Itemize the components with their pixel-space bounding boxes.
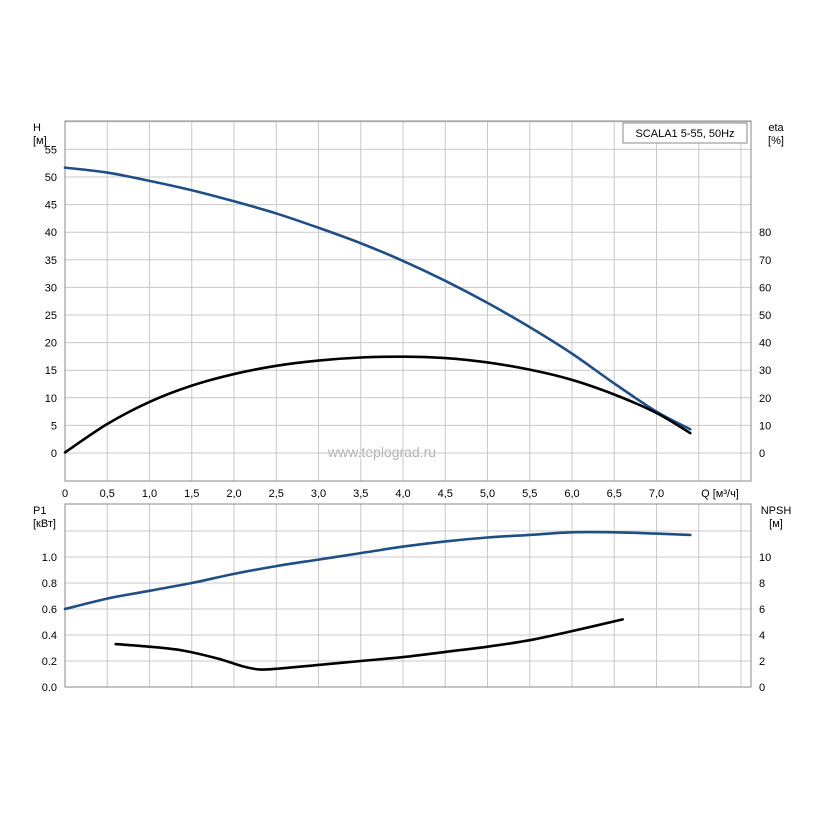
y-left-tick-label: 50 (45, 172, 57, 184)
y-left-tick-label: 1.0 (42, 552, 57, 564)
y-right-tick-label: 6 (759, 604, 765, 616)
legend-label: SCALA1 5-55, 50Hz (635, 128, 734, 140)
x-tick-label: 7,0 (649, 488, 664, 500)
y-left-tick-label: 35 (45, 255, 57, 267)
y-right-axis-label: NPSH (761, 505, 792, 517)
x-tick-label: 0,5 (100, 488, 115, 500)
x-tick-label: 6,0 (564, 488, 579, 500)
y-right-tick-label: 80 (759, 227, 771, 239)
y-right-tick-label: 0 (759, 682, 765, 694)
x-tick-label: 1,0 (142, 488, 157, 500)
y-right-tick-label: 8 (759, 578, 765, 590)
y-left-tick-label: 0.8 (42, 578, 57, 590)
x-tick-label: 5,0 (480, 488, 495, 500)
y-left-tick-label: 40 (45, 227, 57, 239)
y-right-tick-label: 10 (759, 552, 771, 564)
power-curve (63, 530, 692, 611)
efficiency-curve (63, 355, 692, 454)
y-right-axis-unit: [м] (769, 518, 783, 530)
x-tick-label: 2,5 (269, 488, 284, 500)
y-left-tick-label: 25 (45, 310, 57, 322)
x-tick-label: 3,0 (311, 488, 326, 500)
head-curve (63, 166, 692, 431)
y-right-tick-label: 0 (759, 448, 765, 460)
y-left-tick-label: 0 (51, 448, 57, 460)
watermark: www.teplograd.ru (327, 444, 436, 460)
y-right-tick-label: 2 (759, 656, 765, 668)
x-tick-label: 3,5 (353, 488, 368, 500)
legend: SCALA1 5-55, 50Hz (622, 122, 748, 144)
y-left-axis-label: P1 (33, 505, 46, 517)
y-left-tick-label: 15 (45, 365, 57, 377)
y-left-axis-unit: [м] (33, 135, 47, 147)
y-left-tick-label: 55 (45, 144, 57, 156)
y-left-tick-label: 0.6 (42, 604, 57, 616)
y-right-axis-unit: [%] (768, 135, 784, 147)
x-tick-label: 0 (62, 488, 68, 500)
x-tick-label: 5,5 (522, 488, 537, 500)
x-tick-label: 2,0 (226, 488, 241, 500)
npsh-curve (114, 618, 624, 671)
y-right-tick-label: 50 (759, 310, 771, 322)
y-left-tick-label: 0.2 (42, 656, 57, 668)
y-left-tick-label: 0.4 (42, 630, 57, 642)
y-right-tick-label: 10 (759, 420, 771, 432)
legend-box (622, 122, 748, 144)
plot-frame (64, 503, 752, 688)
power-npsh-panel: 0.0 0.2 0.4 0.6 0.8 1.0 0 2 4 6 8 10 P1[кВт] NPSH[м] (33, 503, 792, 694)
y-right-tick-label: 60 (759, 282, 771, 294)
y-left-axis-unit: [кВт] (33, 518, 56, 530)
y-right-tick-label: 70 (759, 255, 771, 267)
y-left-axis-label: H (33, 122, 41, 134)
y-right-tick-label: 4 (759, 630, 765, 642)
x-tick-label: 1,5 (184, 488, 199, 500)
y-right-axis-label: eta (768, 122, 784, 134)
x-axis-label: Q [м³/ч] (701, 488, 739, 500)
head-efficiency-panel: 0 5 10 15 20 25 30 35 40 45 50 55 0 10 20 30 40 50 60 70 80 H… (33, 120, 785, 500)
y-right-tick-label: 30 (759, 365, 771, 377)
x-tick-label: 6,5 (607, 488, 622, 500)
y-left-tick-label: 10 (45, 393, 57, 405)
x-tick-label: 4,5 (438, 488, 453, 500)
y-right-tick-label: 20 (759, 393, 771, 405)
y-left-tick-label: 45 (45, 200, 57, 212)
plot-frame (64, 120, 752, 482)
x-tick-label: 4,0 (395, 488, 410, 500)
y-left-tick-label: 5 (51, 420, 57, 432)
y-left-tick-label: 20 (45, 338, 57, 350)
y-right-tick-label: 40 (759, 338, 771, 350)
y-left-tick-label: 0.0 (42, 682, 57, 694)
y-left-tick-label: 30 (45, 282, 57, 294)
